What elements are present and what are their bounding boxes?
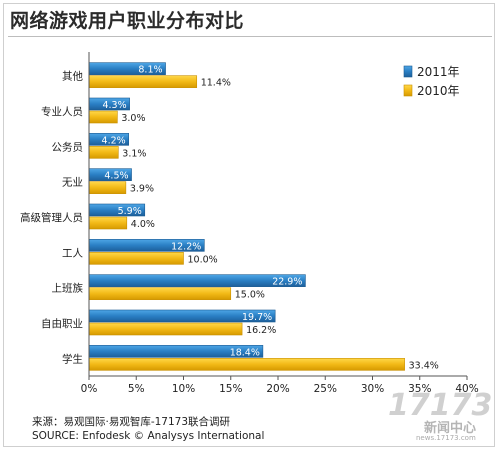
watermark-number: 17173	[388, 388, 493, 423]
category-label: 公务员	[52, 140, 84, 153]
bar-2010	[88, 287, 232, 300]
data-label-2010: 3.0%	[121, 113, 145, 124]
chart-title: 网络游戏用户职业分布对比	[10, 10, 245, 32]
bar-2010	[88, 75, 198, 88]
x-tick-label: 10%	[172, 383, 195, 395]
data-label-2011: 19.7%	[242, 312, 272, 323]
category-label: 高级管理人员	[20, 211, 83, 224]
legend-swatch-2010	[403, 84, 413, 97]
data-label-2010: 16.2%	[246, 325, 276, 336]
category-label: 工人	[62, 247, 83, 259]
x-tick-label: 40%	[455, 383, 478, 395]
legend-swatch-2011	[403, 65, 413, 78]
category-label: 学生	[62, 352, 83, 365]
data-label-2010: 15.0%	[235, 290, 265, 301]
data-label-2011: 22.9%	[272, 277, 302, 288]
data-label-2010: 10.0%	[188, 254, 218, 265]
bar-2010	[88, 146, 119, 159]
data-label-2011: 18.4%	[230, 347, 260, 358]
data-label-2011: 4.3%	[102, 100, 126, 111]
x-tick-label: 0%	[81, 383, 98, 395]
x-tick-label: 5%	[128, 383, 145, 395]
category-label: 自由职业	[41, 317, 83, 330]
data-label-2010: 3.9%	[130, 184, 154, 195]
data-label-2011: 8.1%	[138, 65, 162, 76]
data-label-2011: 12.2%	[171, 241, 201, 252]
bar-2010	[88, 252, 184, 265]
x-tick-label: 35%	[408, 383, 431, 395]
category-label: 其他	[62, 70, 83, 83]
watermark-text: 新闻中心	[424, 421, 477, 436]
chart-frame	[3, 3, 495, 447]
data-label-2010: 4.0%	[131, 219, 155, 230]
bar-2010	[88, 181, 127, 194]
title-divider	[8, 36, 492, 37]
source-line-cn: 来源：易观国际·易观智库-17173联合调研	[32, 416, 231, 428]
watermark-logo: 17173 新闻中心 news.17173.com	[376, 388, 496, 448]
bar-2010	[88, 110, 118, 124]
data-label-2011: 5.9%	[118, 206, 142, 217]
x-tick-label: 20%	[266, 383, 289, 395]
category-label: 无业	[62, 177, 83, 189]
x-tick-label: 30%	[361, 383, 384, 395]
bar-2010	[88, 358, 405, 371]
x-tick-label: 15%	[219, 383, 242, 395]
x-tick-label: 25%	[314, 383, 337, 395]
legend-label-2010: 2010年	[417, 84, 460, 98]
data-label-2011: 4.2%	[102, 135, 126, 146]
watermark-url: news.17173.com	[416, 434, 476, 442]
data-label-2010: 11.4%	[201, 78, 231, 89]
data-label-2010: 33.4%	[409, 360, 439, 371]
data-label-2010: 3.1%	[122, 148, 146, 159]
category-label: 专业人员	[41, 105, 83, 118]
category-label: 上班族	[52, 282, 84, 295]
legend-label-2011: 2011年	[417, 65, 460, 79]
source-line-en: SOURCE: Enfodesk © Analysys Internationa…	[32, 430, 265, 442]
data-label-2011: 4.5%	[104, 171, 128, 182]
bar-2010	[88, 216, 128, 230]
bar-2010	[88, 322, 243, 336]
